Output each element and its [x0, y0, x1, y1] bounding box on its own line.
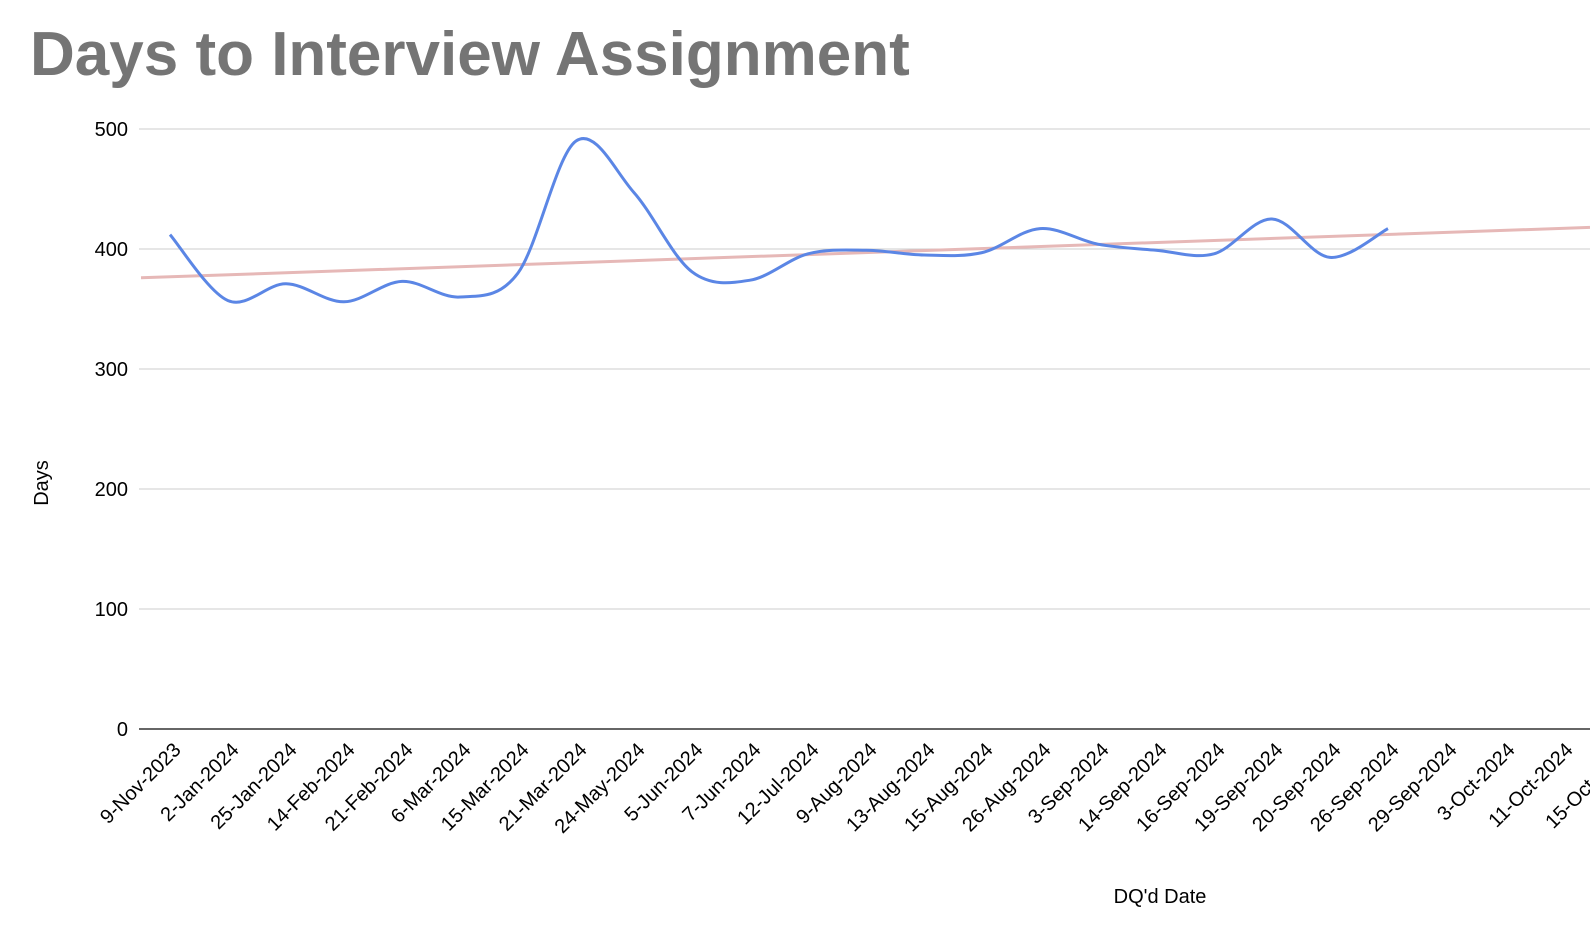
trendline — [140, 225, 1590, 280]
y-tick-label: 300 — [95, 359, 128, 381]
y-tick-label: 500 — [95, 119, 128, 141]
data-line — [168, 137, 1389, 304]
chart-title: Days to Interview Assignment — [30, 20, 910, 89]
y-tick-label: 100 — [95, 599, 128, 621]
x-axis-label: DQ'd Date — [1114, 886, 1207, 908]
y-tick-label: 200 — [95, 479, 128, 501]
y-tick-label: 0 — [117, 719, 128, 741]
y-tick-label: 400 — [95, 239, 128, 261]
y-axis-label: Days — [31, 460, 53, 506]
